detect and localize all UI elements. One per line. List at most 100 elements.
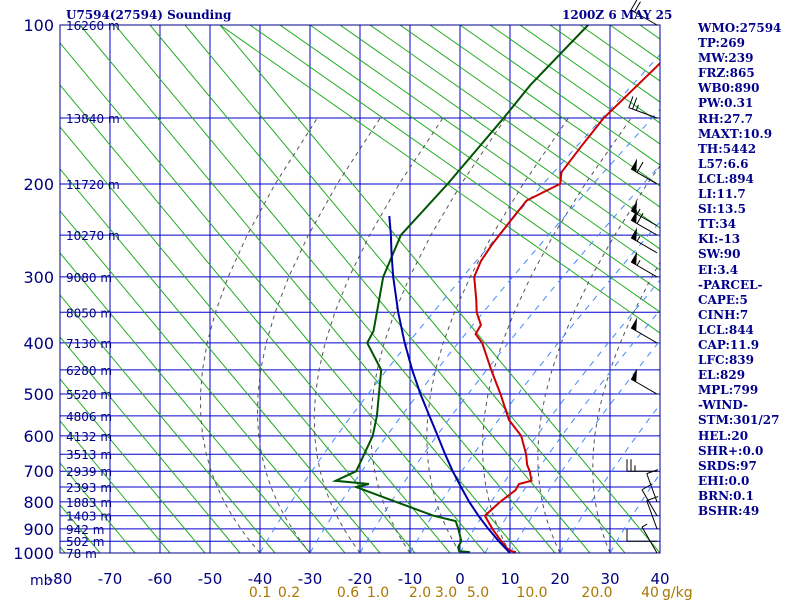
height-label: 3513 m <box>66 448 112 462</box>
mixing-ratio-line <box>409 221 660 553</box>
temperature-tick-label: -20 <box>348 570 373 588</box>
wind-barb-staff <box>630 168 658 185</box>
temperature-tick-label: 40 <box>650 570 669 588</box>
moist-adiabat <box>537 164 660 553</box>
dry-adiabat <box>60 294 276 553</box>
mixing-ratio-label: 3.0 <box>435 585 457 600</box>
index-item: RH:27.7 <box>698 111 753 126</box>
dry-adiabat <box>429 25 660 187</box>
moist-adiabat <box>199 117 318 553</box>
wind-barb <box>641 523 658 554</box>
height-label: 1403 m <box>66 510 112 524</box>
dry-adiabat <box>459 25 660 166</box>
moist-adiabat <box>370 117 507 553</box>
dry-adiabat <box>249 25 660 313</box>
temperature-tick-label: 20 <box>550 570 569 588</box>
index-item: CINH:7 <box>698 307 749 322</box>
wind-barb-staff <box>641 526 658 554</box>
moist-adiabat <box>426 117 569 553</box>
moist-adiabat <box>313 117 444 553</box>
index-item: EI:3.4 <box>698 262 739 277</box>
height-label: 942 m <box>66 523 104 537</box>
wind-barb-flag <box>634 1 641 13</box>
mixing-ratio-labels: 0.1 0.2 0.6 1.0 2.0 3.0 5.0 10.0 20.0 40 g/kg <box>249 585 693 600</box>
wind-barb-flag <box>636 212 644 224</box>
wind-barb-staff <box>630 9 658 26</box>
index-item: WB0:890 <box>698 81 760 96</box>
index-item: EL:829 <box>698 368 746 383</box>
pressure-label-900: 900 <box>23 520 54 539</box>
wind-barb <box>630 317 658 344</box>
wind-barb-half-flag <box>636 235 641 242</box>
mixing-ratio-line <box>359 164 660 553</box>
index-item: PW:0.31 <box>698 96 754 111</box>
pressure-label-200: 200 <box>23 175 54 194</box>
height-label: 78 m <box>66 547 97 561</box>
moist-adiabat <box>592 261 660 553</box>
mixing-ratio-label: 0.1 <box>249 585 271 600</box>
wind-barb-staff <box>641 489 658 516</box>
mixing-ratio-label: 5.0 <box>467 585 489 600</box>
moist-adiabat <box>256 117 381 553</box>
index-item: -WIND- <box>698 398 748 413</box>
mixing-ratio-line <box>259 53 660 553</box>
wind-barb <box>630 209 658 236</box>
isotherm-isobar-grid <box>60 25 660 553</box>
temperature-tick-label: -10 <box>398 570 423 588</box>
height-label: 4806 m <box>66 410 112 424</box>
index-item: EHI:0.0 <box>698 473 750 488</box>
index-item: CAP:11.9 <box>698 337 760 352</box>
wind-barb <box>630 251 658 278</box>
wind-barb-flag <box>630 0 638 11</box>
temperature-tick-label: -40 <box>248 570 273 588</box>
index-item: BSHR:49 <box>698 504 760 518</box>
index-item: MW:239 <box>698 51 754 66</box>
height-label: 502 m <box>66 535 104 549</box>
dry-adiabat <box>60 84 451 553</box>
moist-adiabat <box>482 117 632 553</box>
mixing-ratio-label: 0.2 <box>278 585 300 600</box>
pressure-label-500: 500 <box>23 385 54 404</box>
height-label: 4132 m <box>66 430 112 444</box>
mixing-ratio-label: 10.0 <box>516 585 547 600</box>
height-label: 5520 m <box>66 388 112 402</box>
height-label: 6280 m <box>66 364 112 378</box>
temperature-tick-label: -60 <box>148 570 173 588</box>
dry-adiabat <box>339 25 660 250</box>
mixing-ratio-unit: g/kg <box>662 585 693 600</box>
wind-barb-flag <box>636 161 644 173</box>
wind-barb-flag <box>632 97 638 110</box>
wind-barb-half-flag <box>636 259 641 266</box>
height-label: 11720 m <box>66 178 120 192</box>
dry-adiabat <box>790 25 800 375</box>
index-item: STM:301/27 <box>698 413 780 428</box>
height-label: 16260 m <box>66 19 120 33</box>
temperature-tick-label: 10 <box>500 570 519 588</box>
wind-barb-pennant <box>631 317 638 331</box>
plot-frame <box>59 24 661 554</box>
dry-adiabat <box>60 462 136 553</box>
sounding-time: 1200Z 6 MAY 25 <box>562 8 673 22</box>
wind-barb-flag <box>646 469 659 475</box>
wind-barb-half-flag <box>636 208 641 215</box>
index-item: KI:-13 <box>698 232 741 247</box>
wind-barb-half-flag <box>641 523 648 528</box>
wind-barb-staff <box>630 261 658 278</box>
dry-adiabat <box>149 25 591 553</box>
wind-barb-pennant <box>631 158 638 172</box>
moist-adiabats <box>199 117 660 553</box>
index-item: TT:34 <box>698 217 737 232</box>
index-item: LI:11.7 <box>698 187 746 202</box>
height-label: 8050 m <box>66 306 112 320</box>
temperature-tick-label: -50 <box>198 570 223 588</box>
dry-adiabat <box>279 25 660 292</box>
index-item: TP:269 <box>698 36 746 51</box>
dry-adiabat <box>219 25 660 334</box>
dry-adiabat <box>219 25 660 553</box>
index-item: WMO:27594 <box>698 21 782 35</box>
dry-adiabat <box>60 126 416 553</box>
dry-adiabats <box>60 25 800 553</box>
mixing-ratio-label: 40 <box>641 585 659 600</box>
index-item: MAXT:10.9 <box>698 126 773 141</box>
